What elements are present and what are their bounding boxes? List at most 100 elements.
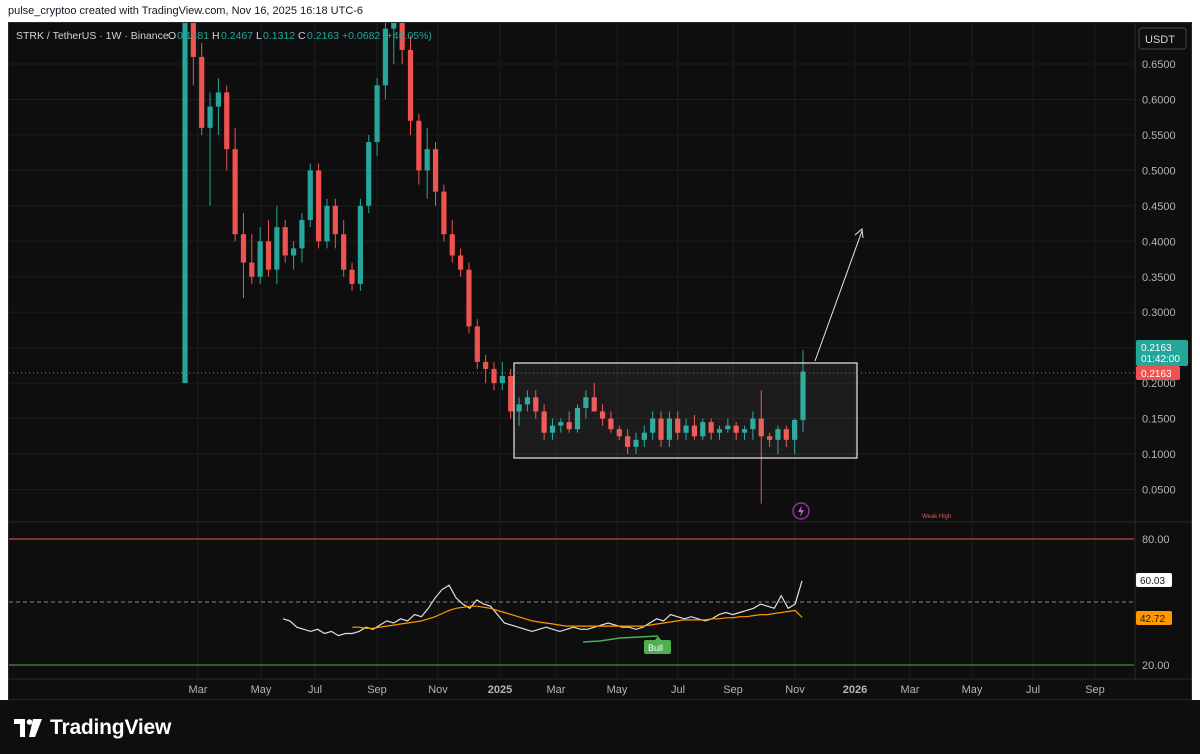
candle	[641, 425, 647, 447]
consolidation-range-box[interactable]	[513, 362, 858, 459]
tradingview-logo[interactable]: TradingView	[14, 716, 171, 740]
candle	[616, 425, 622, 440]
candle	[541, 404, 547, 440]
candle-body	[675, 418, 681, 433]
candle	[407, 35, 414, 135]
price-tick-label: 0.3000	[1142, 307, 1176, 319]
candle-body	[349, 269, 355, 284]
candle-body	[741, 429, 748, 433]
weak-high-label: Weak High	[922, 514, 951, 520]
candle	[466, 262, 472, 334]
candle-body	[290, 248, 297, 256]
time-tick-label: Jul	[671, 684, 685, 696]
candle	[265, 220, 272, 277]
candle-body	[508, 376, 514, 412]
legend-symbol: STRK / TetherUS · 1W · Binance	[16, 30, 169, 42]
rsi-ma-value: 42.72	[1140, 614, 1165, 625]
currency-button[interactable]: USDT	[1138, 27, 1187, 50]
candle-body	[466, 269, 472, 327]
candle-body	[725, 425, 731, 430]
time-tick-label: Sep	[1085, 684, 1105, 696]
candle	[750, 411, 756, 440]
candle	[474, 319, 480, 369]
bull-label-text: Bull	[648, 643, 663, 653]
candle	[758, 390, 764, 504]
time-tick-label: 2025	[488, 684, 512, 696]
legend-c-value: 0.2163	[307, 30, 339, 42]
candle	[483, 354, 489, 384]
candle	[800, 349, 806, 432]
candle	[232, 127, 238, 242]
candle	[199, 42, 205, 135]
time-tick-label: Mar	[901, 684, 920, 696]
time-tick-label: Mar	[189, 684, 208, 696]
candle-body	[583, 397, 589, 408]
candle-body	[307, 170, 313, 221]
candle-body	[591, 397, 597, 412]
legend-c-label: C	[298, 30, 306, 42]
candle	[608, 411, 614, 433]
candle-body	[750, 418, 756, 430]
candle-body	[299, 220, 305, 249]
candle-body	[366, 142, 372, 206]
candle	[190, 23, 196, 86]
candle	[432, 142, 439, 206]
candle-body	[633, 439, 639, 447]
time-axis[interactable]: Mar May Jul Sep Nov 2025 Mar May Jul Sep Nov 2026 Ma…	[189, 684, 1105, 696]
time-tick-label: May	[962, 684, 983, 696]
candle-body	[316, 170, 322, 242]
candle	[399, 23, 405, 65]
last-price-badge: 0.2163 01:42:00	[1136, 340, 1188, 366]
candle	[591, 383, 597, 412]
candle-body	[182, 23, 188, 384]
candle	[508, 368, 514, 419]
time-tick-label: May	[607, 684, 628, 696]
tradingview-wordmark: TradingView	[50, 716, 172, 739]
price-tick-label: 0.1000	[1142, 449, 1176, 461]
candle	[299, 212, 305, 263]
candle-body	[566, 422, 572, 430]
candle-body	[716, 429, 723, 433]
candle-body	[599, 411, 606, 419]
projection-arrow[interactable]	[814, 228, 864, 362]
price-tick-label: 0.2000	[1142, 378, 1176, 390]
candle-body	[215, 92, 222, 107]
candle-body	[374, 85, 380, 143]
candle-body	[441, 191, 447, 235]
candle	[374, 78, 380, 157]
candle-body	[533, 397, 539, 412]
grid-layer	[9, 23, 1134, 679]
candle	[290, 241, 297, 270]
candle-body	[424, 149, 430, 171]
candle	[316, 163, 322, 249]
price-tick-label: 0.1500	[1142, 414, 1176, 426]
candle	[766, 432, 773, 447]
close-price-value: 0.2163	[1141, 369, 1172, 380]
candle-body	[416, 120, 422, 171]
candle-body	[800, 371, 806, 420]
bull-divergence-line	[582, 635, 659, 643]
last-price-value: 0.2163	[1141, 343, 1172, 354]
candle	[416, 113, 422, 185]
price-axis[interactable]: 0.6500 0.6000 0.5500 0.5000 0.4500 0.4000 0.35…	[1142, 59, 1176, 496]
candle-body	[558, 422, 564, 426]
rsi-value: 60.03	[1140, 576, 1165, 587]
legend-o-label: O	[168, 30, 176, 42]
lightning-icon[interactable]	[792, 502, 810, 520]
candle-body	[792, 419, 798, 440]
candle	[708, 418, 714, 440]
candle-body	[240, 234, 247, 263]
candle	[424, 127, 430, 199]
candle	[725, 418, 731, 433]
candle-body	[574, 407, 581, 430]
candle	[675, 411, 681, 440]
rsi-pane[interactable]: 80.00 20.00	[9, 534, 1170, 672]
time-tick-label: Mar	[547, 684, 566, 696]
candle-body	[265, 241, 272, 270]
tradingview-mark-icon	[14, 719, 42, 737]
candle-body	[207, 106, 213, 128]
candle-body	[625, 436, 631, 447]
candle-body	[691, 425, 698, 437]
rsi-value-badge: 60.03	[1136, 573, 1172, 587]
